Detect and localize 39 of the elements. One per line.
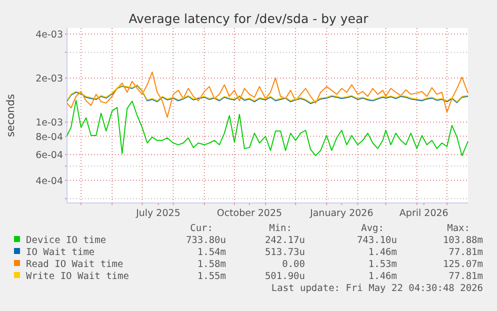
text: 1.53m	[368, 259, 398, 270]
y-tick-label: 4e-04	[36, 176, 63, 187]
legend-label: IO Wait time	[26, 247, 95, 258]
y-axis-title: seconds	[5, 94, 17, 137]
legend-label: Read IO Wait time	[26, 259, 124, 270]
text: Cur:	[190, 223, 213, 234]
text: 733.80u	[186, 235, 226, 246]
x-tick-label: October 2025	[216, 208, 282, 219]
text: 1.46m	[368, 271, 398, 282]
text: 1.58m	[197, 259, 226, 270]
text: 0.00	[282, 259, 306, 270]
text: Last update: Fri May 22 04:30:48 2026	[271, 283, 484, 294]
text: 1.46m	[368, 247, 398, 258]
y-tick-label: 8e-04	[36, 132, 63, 143]
x-tick-label: July 2025	[135, 208, 180, 219]
x-tick-label: January 2026	[309, 208, 374, 219]
text: 125.07m	[442, 259, 484, 270]
y-tick-label: 2e-03	[36, 74, 63, 85]
legend-label: Write IO Wait time	[26, 271, 130, 282]
line-series	[66, 100, 468, 156]
text: 743.10u	[356, 235, 397, 246]
text: 1.55m	[197, 271, 226, 282]
text: 1.54m	[197, 247, 226, 258]
y-tick-label: 1e-03	[36, 118, 63, 129]
y-tick-label: 6e-04	[36, 150, 63, 162]
text: 242.17u	[264, 235, 305, 246]
text: 77.81m	[448, 247, 484, 258]
text: Min:	[269, 223, 292, 234]
y-tick-label: 4e-03	[36, 30, 63, 41]
chart-title: Average latency for /dev/sda - by year	[128, 11, 370, 26]
text: Max:	[447, 223, 470, 234]
text: 103.88m	[442, 235, 484, 246]
line-series	[66, 72, 468, 118]
x-tick-label: April 2026	[399, 208, 448, 219]
legend-label: Device IO time	[26, 235, 106, 246]
text: 513.73u	[264, 247, 305, 258]
text: Avg:	[361, 223, 384, 234]
text: 501.90u	[264, 271, 305, 282]
text: 77.81m	[448, 271, 484, 282]
